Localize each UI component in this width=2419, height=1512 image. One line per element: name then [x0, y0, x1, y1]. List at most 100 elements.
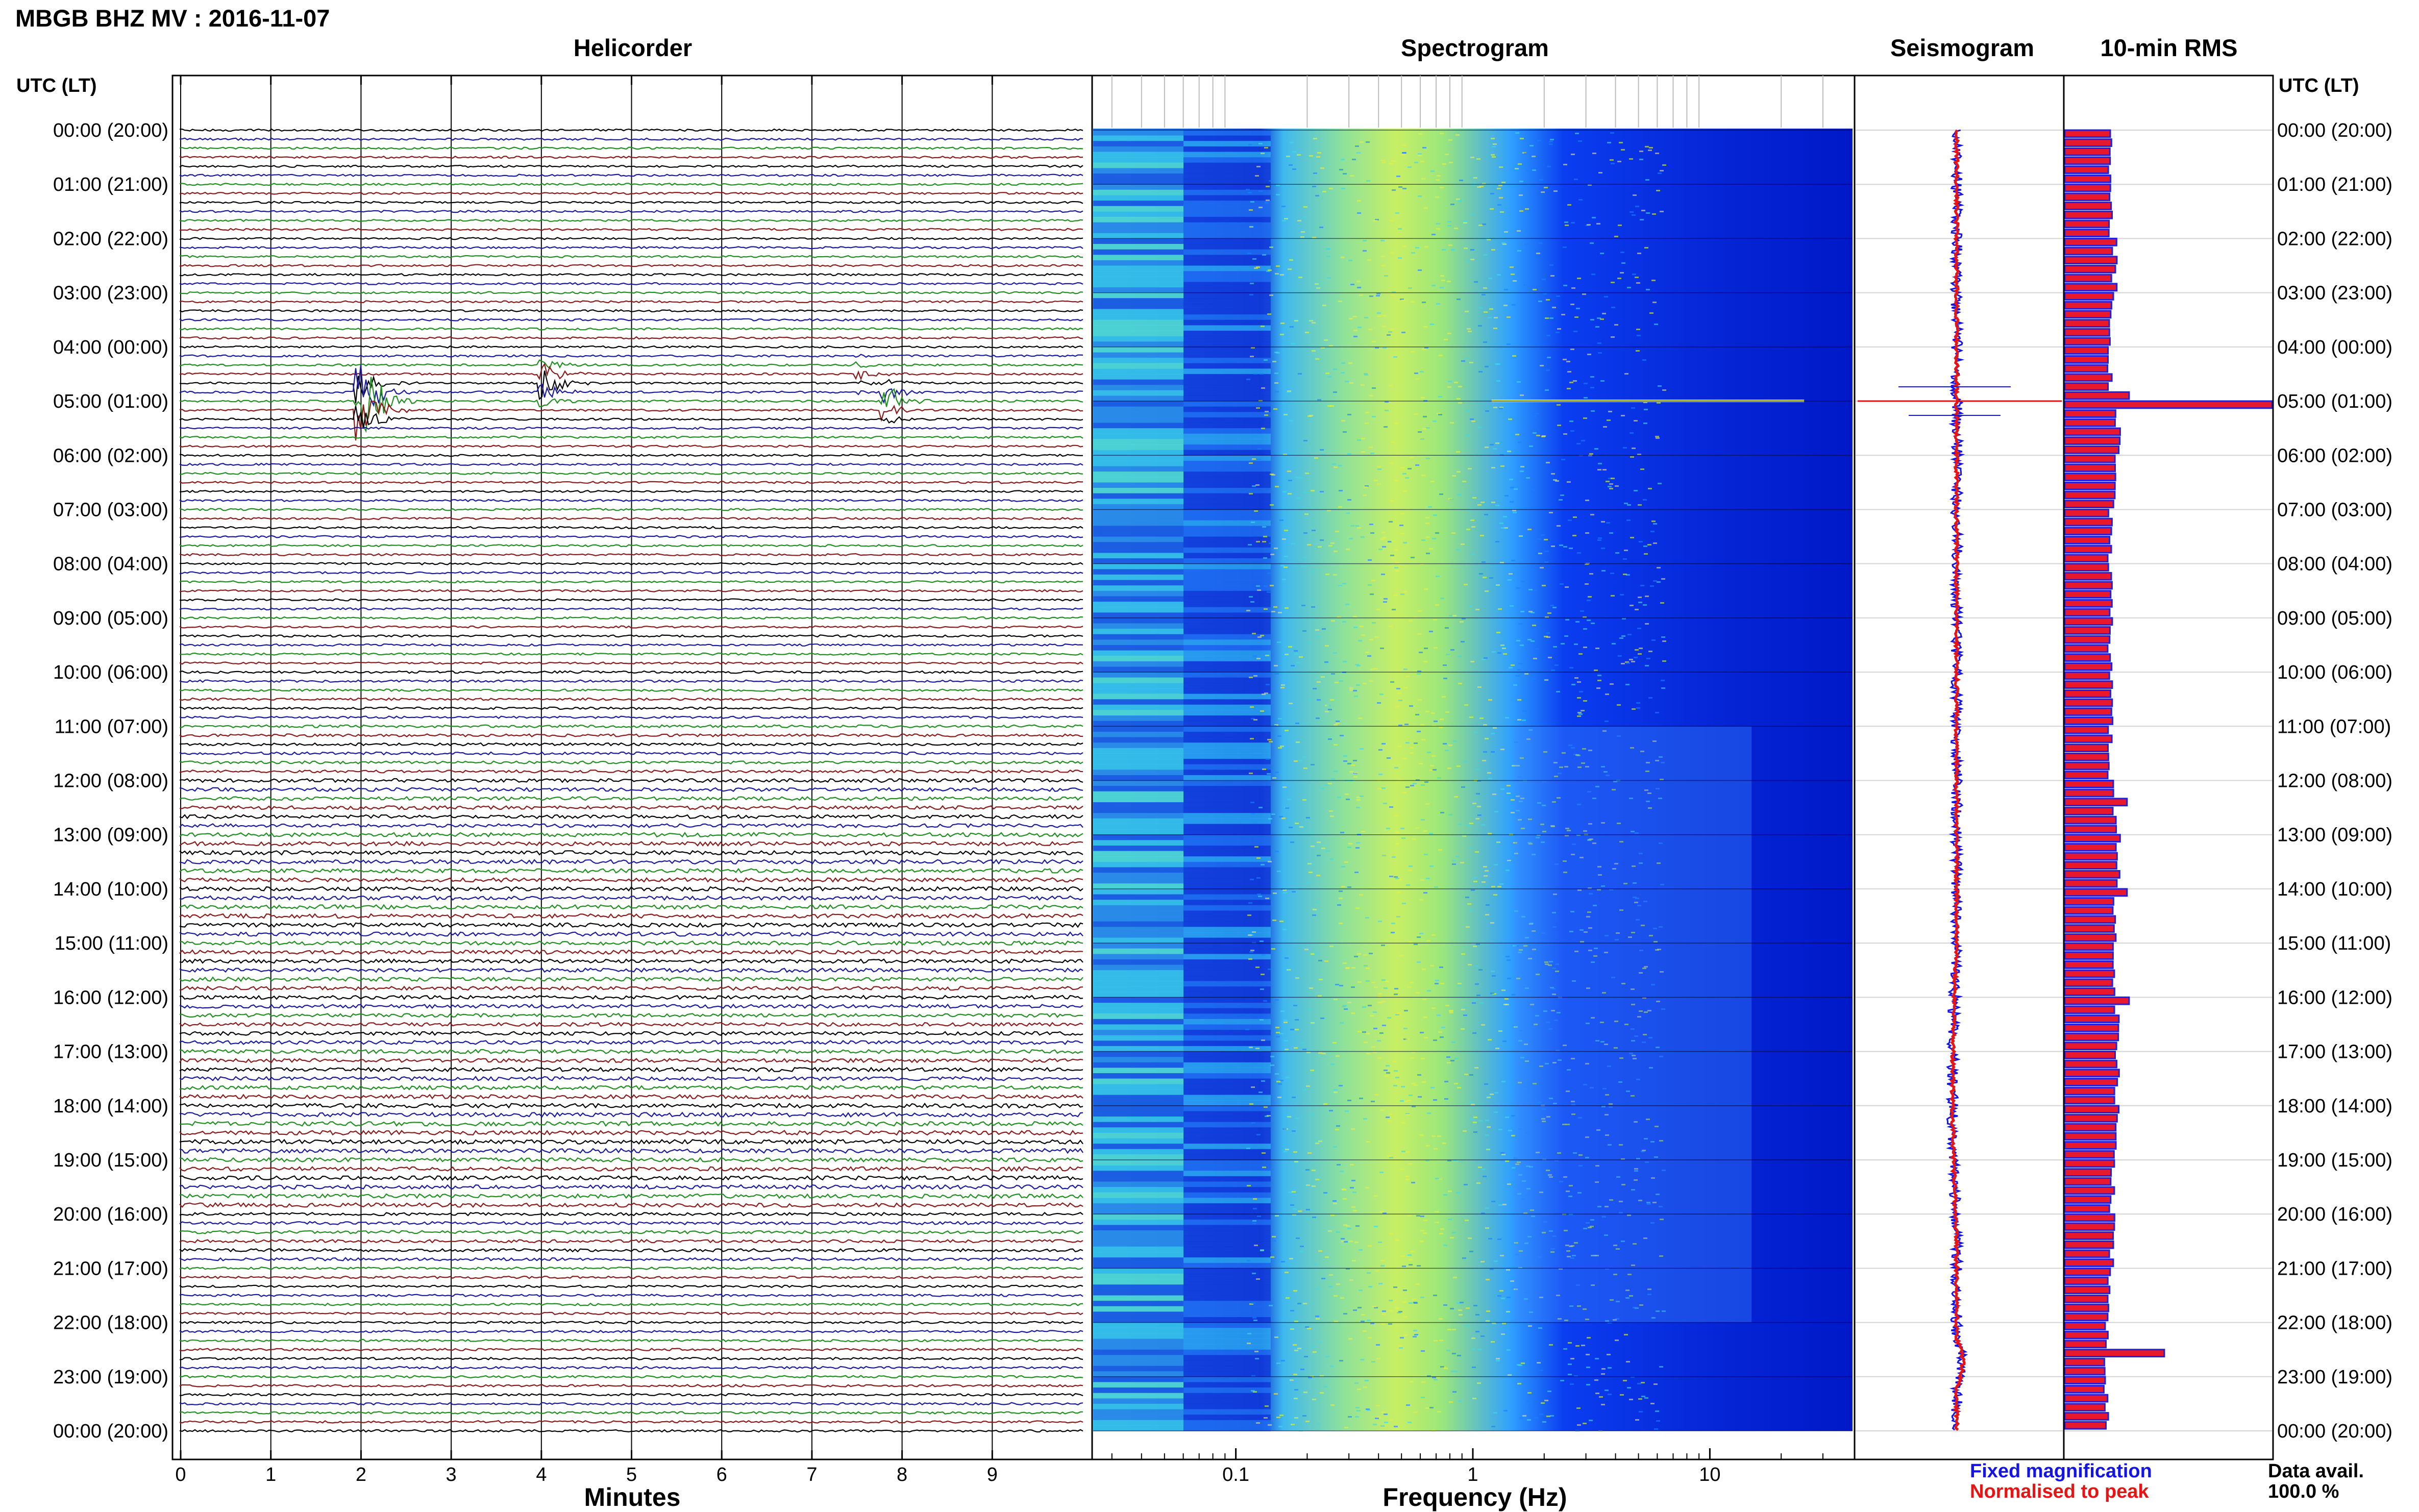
helicorder-trace [179, 1266, 1083, 1270]
spectrogram-speckle [1516, 765, 1520, 766]
spectrogram-cell [1183, 379, 1271, 385]
spectrogram-cell [1093, 472, 1183, 478]
spectrogram-speckle [1295, 977, 1299, 979]
spectrogram-speckle [1389, 876, 1393, 877]
spectrogram-speckle [1617, 823, 1621, 824]
spectrogram-speckle [1458, 983, 1462, 984]
spectrogram-speckle [1524, 244, 1528, 245]
spectrogram-cell [1183, 1333, 1271, 1339]
spectrogram-speckle [1621, 635, 1625, 637]
spectrogram-cell [1183, 509, 1271, 515]
spectrogram-cell [1183, 130, 1271, 136]
spectrogram-speckle [1494, 1260, 1498, 1262]
spectrogram-speckle [1577, 804, 1581, 805]
spectrogram-speckle [1440, 1366, 1444, 1368]
spectrogram-cell [1183, 1024, 1271, 1030]
spectrogram-speckle [1339, 490, 1343, 491]
spectrogram-speckle [1469, 823, 1473, 824]
spectrogram-speckle [1369, 395, 1373, 396]
spectrogram-cell [1183, 477, 1271, 483]
spectrogram-speckle [1631, 988, 1635, 990]
spectrogram-speckle [1394, 988, 1398, 989]
spectrogram-speckle [1536, 837, 1540, 838]
spectrogram-speckle [1296, 662, 1300, 663]
rms-bar [2064, 1322, 2106, 1330]
helicorder-minute-gridlines [180, 76, 993, 1459]
helicorder-trace [179, 1057, 1083, 1063]
spectrogram-speckle [1318, 1342, 1322, 1343]
spectrogram-speckle [1572, 535, 1576, 536]
spectrogram-speckle [1513, 945, 1517, 947]
spectrogram-speckle [1579, 691, 1583, 692]
spectrogram-speckle [1311, 846, 1315, 847]
spectrogram-speckle [1355, 1416, 1359, 1418]
spectrogram-speckle [1518, 776, 1522, 778]
spectrogram-cell [1093, 292, 1183, 299]
spectrogram-speckle [1443, 743, 1447, 745]
spectrogram-speckle [1520, 1057, 1524, 1058]
spectrogram-speckle [1355, 907, 1360, 909]
spectrogram-speckle [1276, 1032, 1280, 1033]
spectrogram-speckle [1645, 179, 1649, 181]
rms-bar [2064, 996, 2130, 1005]
spectrogram-speckle [1348, 260, 1352, 261]
spectrogram-cell [1183, 753, 1271, 759]
spectrogram-speckle [1424, 1037, 1428, 1038]
rms-bar [2064, 987, 2115, 996]
spectrogram-speckle [1605, 721, 1609, 722]
spectrogram-speckle [1588, 823, 1592, 825]
spectrogram-speckle [1643, 901, 1647, 902]
spectrogram-speckle [1496, 584, 1500, 586]
spectrogram-cell [1183, 715, 1271, 722]
spectrogram-speckle [1569, 1185, 1573, 1186]
spectrogram-speckle [1253, 1208, 1257, 1209]
spectrogram-speckle [1257, 894, 1261, 895]
spectrogram-cell [1183, 585, 1271, 591]
spectrogram-speckle [1498, 185, 1502, 186]
spectrogram-speckle [1398, 1311, 1402, 1312]
spectrogram-cell [1183, 201, 1271, 207]
spectrogram-speckle [1461, 360, 1465, 362]
spectrogram-speckle [1646, 1202, 1650, 1203]
spectrogram-speckle [1560, 494, 1564, 496]
spectrogram-speckle [1546, 636, 1550, 638]
spectrogram-speckle [1357, 1389, 1361, 1390]
spectrogram-speckle [1577, 552, 1581, 554]
spectrogram-speckle [1315, 358, 1319, 360]
spectrogram-speckle [1334, 771, 1338, 772]
spectrogram-speckle [1573, 516, 1577, 518]
spectrogram-cell [1183, 1360, 1271, 1367]
rms-bar [2064, 175, 2111, 183]
spectrogram-speckle [1350, 1187, 1354, 1188]
spectrogram-speckle [1491, 1341, 1495, 1343]
spectrogram-speckle [1528, 589, 1533, 590]
spectrogram-speckle [1403, 1028, 1408, 1029]
spectrogram-speckle [1526, 738, 1531, 740]
spectrogram-speckle [1260, 710, 1264, 712]
spectrogram-cell [1093, 439, 1183, 445]
spectrogram-cell [1183, 488, 1271, 494]
spectrogram-speckle [1572, 844, 1576, 845]
spectrogram-speckle [1547, 612, 1551, 614]
spectrogram-speckle [1278, 718, 1282, 720]
spectrogram-speckle [1465, 1220, 1469, 1221]
spectrogram-speckle [1643, 604, 1647, 606]
rms-frame [2063, 75, 2274, 1460]
spectrogram-cell [1093, 1105, 1183, 1111]
spectrogram-speckle [1546, 1170, 1550, 1171]
spectrogram-cell [1183, 1008, 1271, 1014]
spectrogram-speckle [1254, 1245, 1258, 1246]
spectrogram-cell [1093, 233, 1183, 239]
spectrogram-speckle [1377, 1057, 1381, 1059]
spectrogram-speckle [1553, 894, 1557, 895]
spectrogram-speckle [1556, 1295, 1560, 1296]
spectrogram-speckle [1609, 488, 1613, 489]
spectrogram-cell [1183, 829, 1271, 835]
spectrogram-cell [1183, 916, 1271, 922]
spectrogram-cell [1183, 1284, 1271, 1291]
spectrogram-speckle [1643, 1237, 1647, 1239]
spectrogram-cell [1093, 319, 1183, 326]
spectrogram-speckle [1272, 361, 1276, 362]
spectrogram-speckle [1423, 1220, 1427, 1221]
spectrogram-speckle [1279, 519, 1283, 521]
